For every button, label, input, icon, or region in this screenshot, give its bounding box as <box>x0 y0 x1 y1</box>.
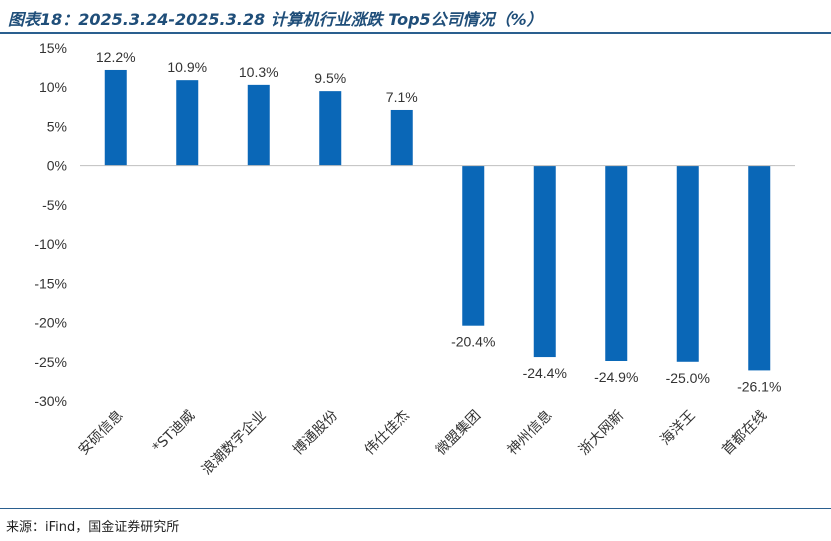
category-label: 首都在线 <box>719 408 770 459</box>
category-label: 安硕信息 <box>75 407 127 459</box>
y-tick-label: 5% <box>47 118 67 134</box>
data-labels: 12.2% 10.9% 10.3% 9.5% 7.1% -20.4% -24.4% -24.9… <box>96 49 782 394</box>
data-label: -24.9% <box>594 369 638 385</box>
data-label: 10.9% <box>167 59 207 75</box>
bar <box>390 109 413 166</box>
y-tick-label: -5% <box>42 197 67 213</box>
y-tick-label: -30% <box>34 393 67 409</box>
data-label: 7.1% <box>386 89 418 105</box>
y-tick-label: -25% <box>34 354 67 370</box>
data-label: -24.4% <box>523 365 567 381</box>
category-label: 微盟集团 <box>432 407 484 459</box>
y-axis-ticks: 15% 10% 5% 0% -5% -10% -15% -20% -25% -30% <box>34 40 67 409</box>
data-label: 12.2% <box>96 49 136 65</box>
bar <box>247 84 270 166</box>
y-tick-label: 10% <box>39 79 67 95</box>
y-tick-label: -15% <box>34 275 67 291</box>
data-label: 10.3% <box>239 64 279 80</box>
category-label: 伟仕佳杰 <box>362 408 413 459</box>
category-label: 浙大网新 <box>576 408 627 459</box>
data-label: -25.0% <box>666 370 710 386</box>
category-label: 浪潮数字企业 <box>198 407 269 478</box>
category-labels: 安硕信息 *ST迪威 浪潮数字企业 博通股份 伟仕佳杰 微盟集团 神州信息 浙大网新 海洋王 首都… <box>75 407 770 478</box>
category-label: *ST迪威 <box>150 408 198 456</box>
bars <box>104 69 771 371</box>
footer-divider <box>0 508 831 509</box>
bar <box>319 91 342 166</box>
bar <box>462 165 485 326</box>
y-tick-label: -10% <box>34 236 67 252</box>
y-tick-label: 0% <box>47 158 67 174</box>
category-label: 海洋王 <box>658 408 699 449</box>
source-note: 来源：iFind，国金证券研究所 <box>6 520 180 535</box>
y-tick-label: -20% <box>34 315 67 331</box>
bar <box>104 69 127 166</box>
bar <box>605 165 628 361</box>
title-divider <box>0 32 831 34</box>
category-label: 神州信息 <box>504 407 556 459</box>
bar <box>533 165 556 358</box>
y-tick-label: 15% <box>39 40 67 56</box>
chart-title: 图表18：2025.3.24-2025.3.28 计算机行业涨跌 Top5公司情… <box>8 10 543 29</box>
bar <box>176 80 199 166</box>
bar <box>676 165 699 362</box>
data-label: 9.5% <box>314 70 346 86</box>
data-label: -26.1% <box>737 378 781 394</box>
category-label: 博通股份 <box>289 407 341 459</box>
data-label: -20.4% <box>451 334 495 350</box>
bar <box>748 165 771 371</box>
